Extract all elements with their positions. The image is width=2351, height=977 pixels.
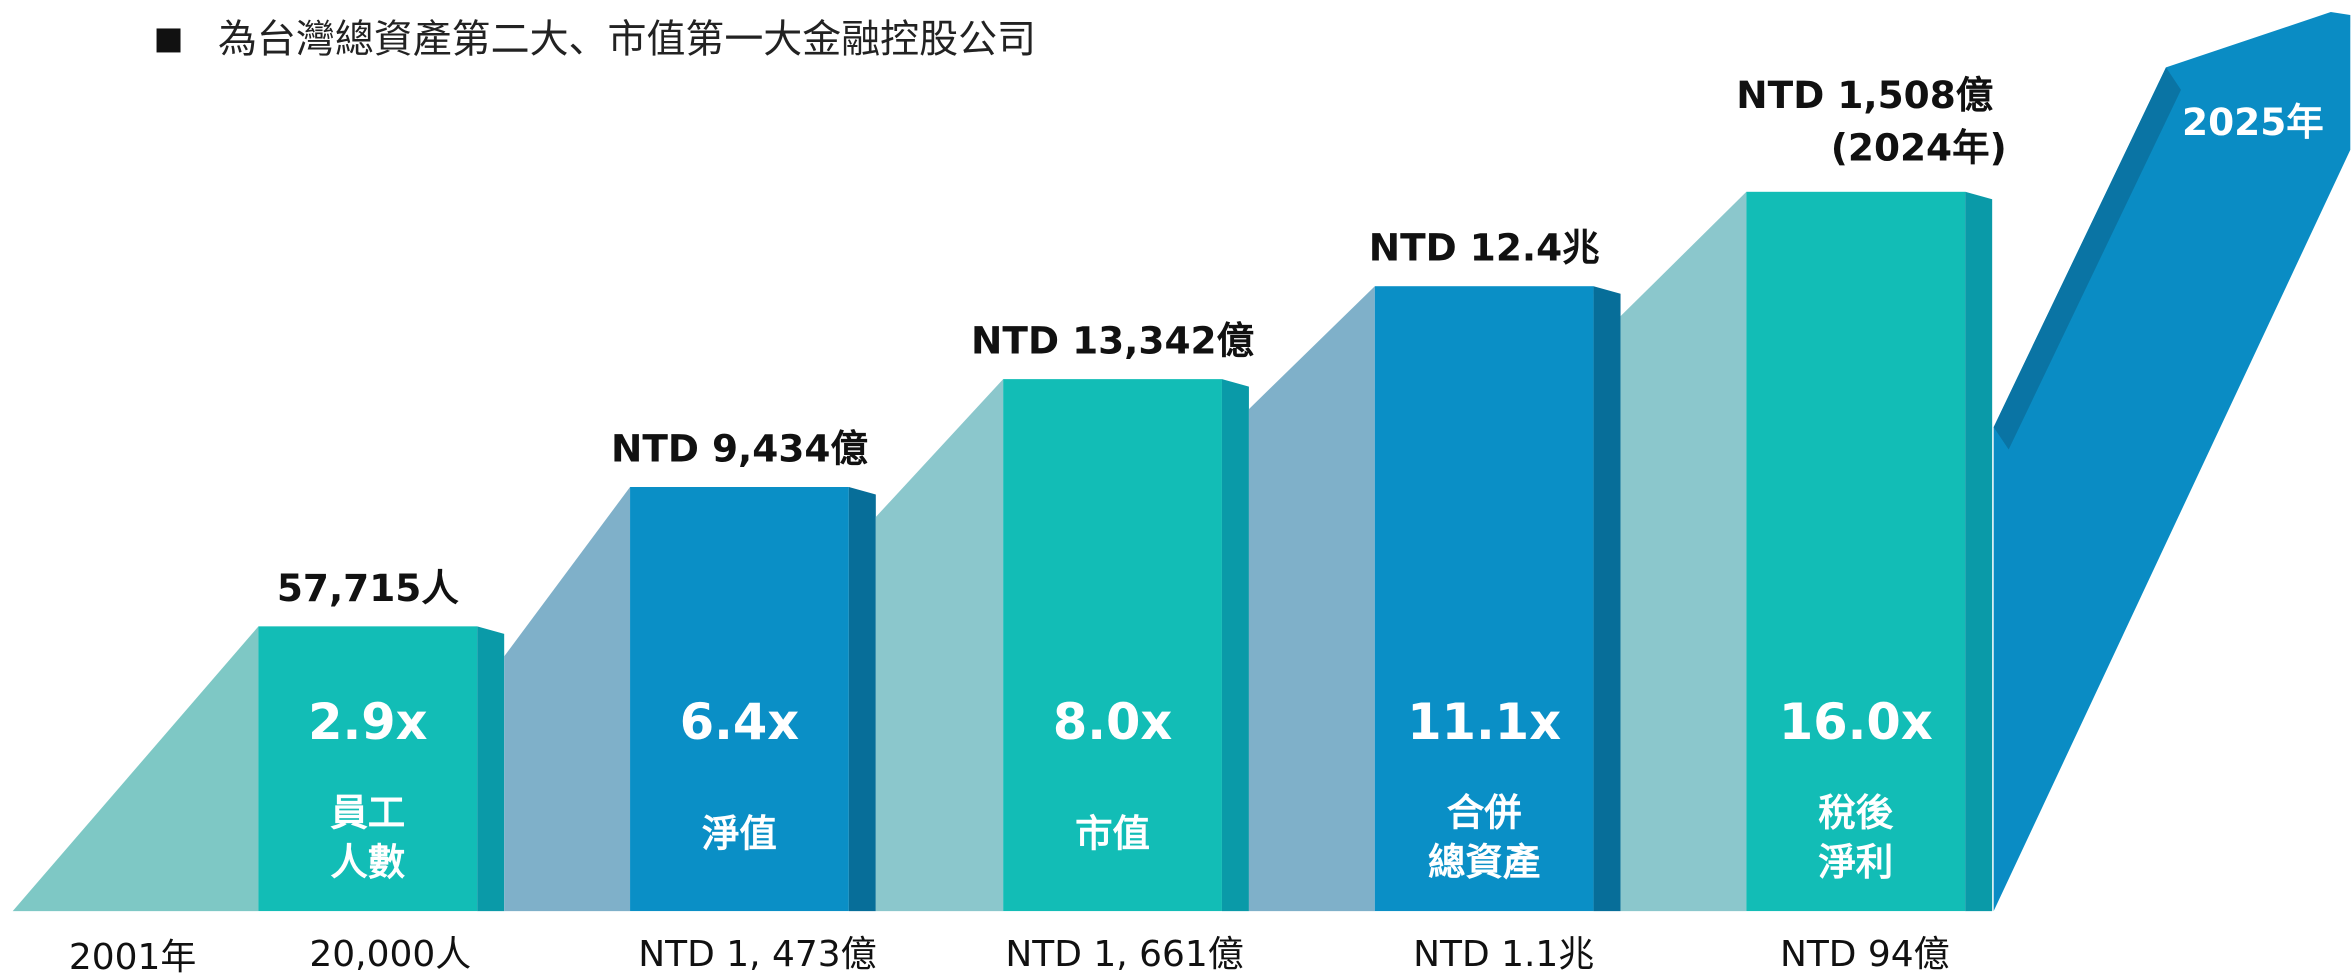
start-ramp (12, 626, 259, 912)
base-label: 20,000人 (309, 934, 471, 975)
multiplier: 8.0x (1053, 693, 1173, 751)
column-side (1221, 379, 1249, 912)
column-name: 市值 (1075, 812, 1150, 856)
connector (504, 487, 631, 912)
top-label: 57,715人 (277, 566, 460, 610)
multiplier: 2.9x (308, 693, 428, 751)
multiplier: 11.1x (1407, 693, 1561, 751)
column-side (1593, 286, 1621, 912)
base-label: NTD 94億 (1780, 934, 1950, 975)
start-label: 2001年 (69, 937, 196, 977)
top-label: NTD 12.4兆 (1369, 226, 1600, 270)
column-side (848, 487, 876, 912)
top-label: NTD 13,342億 (971, 319, 1254, 363)
connector (1620, 191, 1747, 912)
column (630, 487, 849, 912)
multiplier: 16.0x (1779, 693, 1933, 751)
column-side (477, 626, 505, 912)
column (258, 626, 478, 912)
end-arrow-edge (1993, 67, 2181, 450)
column-name: 合併 (1447, 791, 1522, 835)
column (1374, 286, 1594, 912)
base-label: NTD 1.1兆 (1413, 934, 1594, 975)
bullet-square (156, 28, 181, 53)
top-label: NTD 1,508億 (1736, 73, 1993, 117)
base-label: NTD 1, 661億 (1005, 934, 1243, 975)
column-name: 人數 (330, 840, 405, 884)
column (1746, 191, 1966, 912)
connector (1248, 286, 1375, 912)
multiplier: 6.4x (680, 693, 800, 751)
top-label: NTD 9,434億 (611, 427, 868, 471)
end-label: 2025年 (2182, 100, 2324, 144)
base-label: NTD 1, 473億 (638, 934, 876, 975)
column-name: 總資產 (1428, 840, 1540, 884)
column-name: 員工 (330, 791, 405, 835)
column-name: 淨值 (702, 812, 777, 856)
top-note: (2024年) (1831, 125, 2007, 169)
column-side (1965, 191, 1993, 912)
bullet-text: 為台灣總資產第二大、市值第一大金融控股公司 (218, 17, 1036, 62)
end-arrow (1993, 11, 2351, 912)
column (1003, 379, 1222, 912)
column-name: 稅後 (1818, 791, 1893, 835)
connector (875, 379, 1004, 912)
column-name: 淨利 (1818, 840, 1893, 884)
